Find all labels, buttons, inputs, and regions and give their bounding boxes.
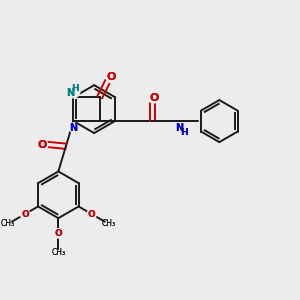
- Text: O: O: [21, 210, 29, 219]
- Circle shape: [175, 123, 188, 136]
- Text: CH₃: CH₃: [51, 248, 65, 257]
- Circle shape: [69, 123, 78, 132]
- Circle shape: [54, 229, 63, 238]
- Text: O: O: [55, 229, 62, 238]
- Text: O: O: [106, 72, 116, 82]
- Text: N: N: [66, 88, 74, 98]
- Text: H: H: [181, 128, 188, 137]
- Text: CH₃: CH₃: [102, 219, 116, 228]
- Circle shape: [106, 72, 117, 83]
- Text: CH₃: CH₃: [51, 248, 65, 257]
- Circle shape: [38, 140, 48, 150]
- Text: N: N: [175, 123, 183, 134]
- Text: O: O: [38, 140, 47, 150]
- Text: CH₃: CH₃: [1, 219, 15, 228]
- Text: O: O: [21, 210, 29, 219]
- Text: O: O: [106, 72, 116, 82]
- Text: O: O: [38, 140, 47, 150]
- Circle shape: [87, 209, 96, 219]
- Text: O: O: [55, 229, 62, 238]
- Text: O: O: [88, 210, 96, 219]
- Text: O: O: [149, 93, 158, 103]
- Text: N: N: [175, 123, 183, 134]
- Text: N: N: [66, 88, 74, 98]
- Text: H: H: [181, 128, 188, 137]
- Text: N: N: [69, 122, 77, 133]
- Circle shape: [20, 209, 30, 219]
- Text: CH₃: CH₃: [1, 219, 15, 228]
- Text: N: N: [69, 122, 77, 133]
- Text: O: O: [88, 210, 96, 219]
- Text: H: H: [71, 84, 79, 93]
- Text: H: H: [71, 84, 79, 93]
- Circle shape: [67, 85, 80, 98]
- Circle shape: [148, 92, 159, 103]
- Text: CH₃: CH₃: [102, 219, 116, 228]
- Text: O: O: [149, 93, 158, 103]
